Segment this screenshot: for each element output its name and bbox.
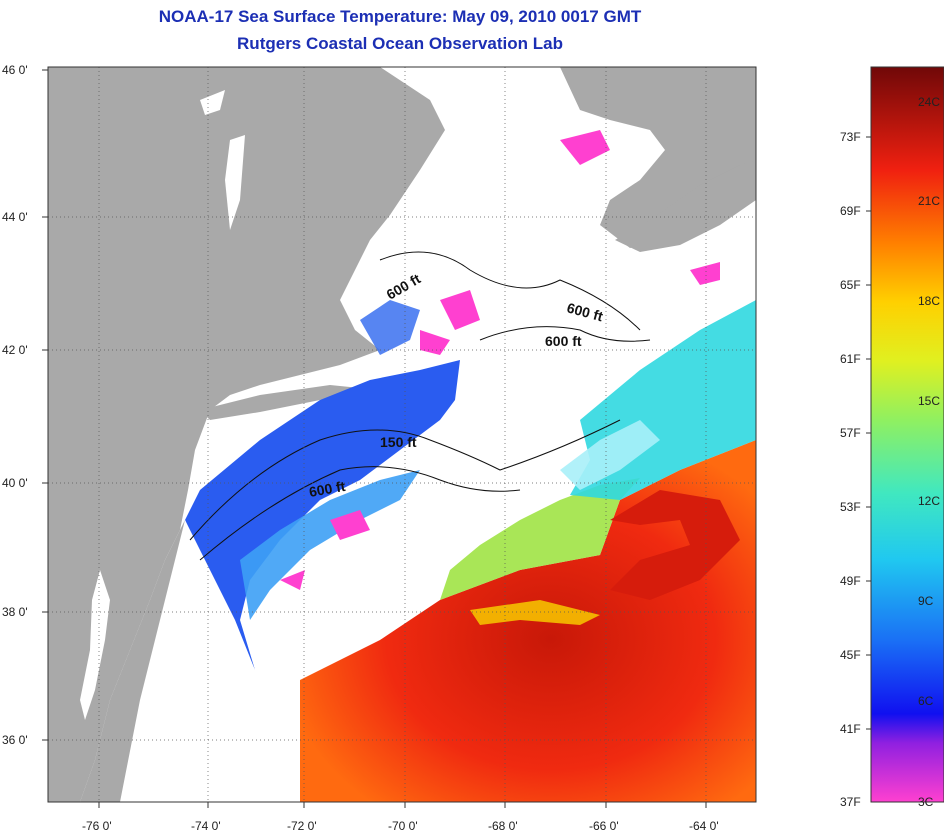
axis-ticks	[42, 69, 707, 808]
lon-label: -68 0'	[488, 819, 518, 833]
map-title: NOAA-17 Sea Surface Temperature: May 09,…	[158, 7, 642, 26]
colorbar-f-label: 37F	[840, 795, 861, 809]
colorbar-c-label: 24C	[918, 95, 940, 109]
graticule	[48, 67, 756, 802]
lon-label: -72 0'	[287, 819, 317, 833]
sst-coldest-patch	[330, 510, 370, 540]
land-northeast-us	[48, 67, 445, 802]
colorbar-f-label: 41F	[840, 722, 861, 736]
colorbar-f-label: 57F	[840, 426, 861, 440]
map-subtitle: Rutgers Coastal Ocean Observation Lab	[237, 34, 563, 53]
lat-label: 40 0'	[2, 476, 28, 490]
sst-cold-shelf	[185, 360, 460, 670]
inland-lake	[200, 90, 225, 115]
land-long-island	[200, 385, 360, 420]
lon-label: -74 0'	[191, 819, 221, 833]
sst-coldest-patch	[280, 570, 305, 590]
sst-coldest-patch	[690, 262, 720, 285]
colorbar-f-label: 65F	[840, 278, 861, 292]
colorbar-ticks	[866, 136, 871, 730]
lon-label: -76 0'	[82, 819, 112, 833]
sst-coldest-patch	[420, 330, 450, 355]
colorbar-f-label: 49F	[840, 574, 861, 588]
sst-slope-water-light	[560, 420, 660, 490]
colorbar-c-label: 21C	[918, 194, 940, 208]
color-scale-bar	[870, 66, 944, 803]
sst-coldest-patch	[560, 130, 610, 165]
colorbar-c-label: 3C	[918, 795, 934, 809]
isobath-contour	[189, 419, 621, 541]
lat-label: 46 0'	[2, 63, 28, 77]
inland-lake	[225, 135, 245, 230]
land-nova-scotia	[560, 67, 756, 248]
sst-cold-shelf-light	[240, 470, 420, 620]
chesapeake-bay	[80, 570, 110, 720]
colorbar-f-label: 53F	[840, 500, 861, 514]
colorbar-c-label: 9C	[918, 594, 934, 608]
colorbar-f-label: 61F	[840, 352, 861, 366]
sst-coldest-patch	[440, 290, 480, 330]
map-area: 600 ft 600 ft 600 ft 150 ft 600 ft	[48, 67, 756, 802]
lon-label: -66 0'	[589, 819, 619, 833]
lat-label: 36 0'	[2, 733, 28, 747]
sst-warm-region	[300, 440, 756, 802]
sst-cold-gulf-maine	[360, 300, 420, 355]
land-nova-scotia-south	[615, 160, 756, 252]
colorbar-f-label: 69F	[840, 204, 861, 218]
colorbar-f-label: 73F	[840, 130, 861, 144]
colorbar-c-label: 12C	[918, 494, 940, 508]
colorbar-f-label: 45F	[840, 648, 861, 662]
isobath-contour	[379, 251, 641, 331]
lat-label: 44 0'	[2, 210, 28, 224]
sst-yellow-band	[470, 600, 600, 625]
isobath-contour	[199, 466, 521, 561]
lon-label: -64 0'	[689, 819, 719, 833]
lat-label: 42 0'	[2, 343, 28, 357]
land-delmarva	[80, 520, 185, 802]
isobath-contour	[479, 326, 651, 342]
contour-label: 600 ft	[308, 478, 347, 500]
colorbar-c-label: 18C	[918, 294, 940, 308]
colorbar-c-label: 15C	[918, 394, 940, 408]
swath-gap-southwest	[120, 520, 300, 802]
contour-label: 150 ft	[380, 434, 417, 450]
contour-label: 600 ft	[545, 333, 582, 349]
sst-transition-region	[440, 478, 640, 600]
sst-warm-eddy	[610, 490, 740, 600]
map-frame	[47, 66, 757, 803]
lon-label: -70 0'	[388, 819, 418, 833]
colorbar-c-label: 6C	[918, 694, 934, 708]
lat-label: 38 0'	[2, 605, 28, 619]
